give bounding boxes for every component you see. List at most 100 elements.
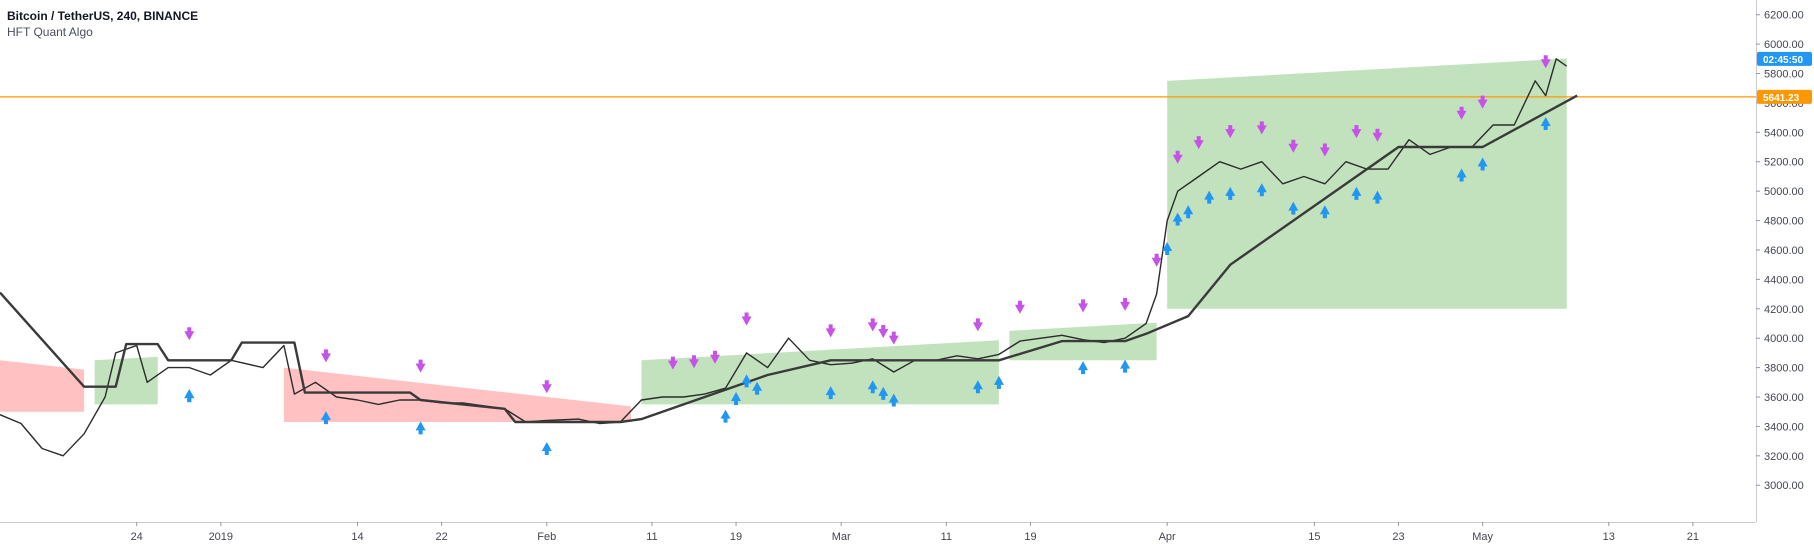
cloud-bear-segment: [283, 367, 631, 423]
sell-signal-marker: [888, 331, 899, 345]
buy-signal-marker: [825, 386, 836, 400]
buy-signal-marker: [1477, 157, 1488, 171]
buy-signal-marker: [1351, 186, 1362, 200]
countdown-tag-label: 02:45:50: [1763, 55, 1803, 66]
buy-signal-marker: [741, 374, 752, 388]
sell-signal-marker: [878, 325, 889, 339]
buy-signal-marker: [752, 381, 763, 395]
buy-signal-marker: [1256, 183, 1267, 197]
buy-signal-marker: [1120, 359, 1131, 373]
cloud-bull-segment: [94, 356, 158, 405]
y-tick-label: 6200.00: [1764, 10, 1804, 22]
buy-signal-marker: [1204, 190, 1215, 204]
x-tick-label: 23: [1392, 531, 1404, 543]
sell-signal-marker: [320, 349, 331, 363]
sell-signal-marker: [1456, 106, 1467, 120]
price-line: [0, 58, 1568, 457]
x-tick-label: 22: [436, 531, 448, 543]
y-tick-label: 3400.00: [1764, 421, 1804, 433]
x-tick-label: 24: [131, 531, 143, 543]
x-tick-label: 21: [1687, 531, 1699, 543]
buy-signal-marker: [1225, 186, 1236, 200]
sell-signal-marker: [1319, 143, 1330, 157]
x-tick-label: May: [1472, 531, 1493, 543]
x-tick-label: Mar: [832, 531, 851, 543]
buy-signal-marker: [1288, 201, 1299, 215]
level-tag: [1757, 89, 1812, 104]
buy-signal-marker: [993, 375, 1004, 389]
sell-signal-marker: [1288, 139, 1299, 153]
y-tick-label: 4600.00: [1764, 245, 1804, 257]
sell-signal-marker: [184, 327, 195, 341]
y-tick-label: 5200.00: [1764, 157, 1804, 169]
sell-signal-marker: [825, 324, 836, 338]
sell-signal-marker: [1477, 95, 1488, 109]
y-tick-label: 4400.00: [1764, 274, 1804, 286]
sell-signal-marker: [972, 318, 983, 332]
sell-signal-marker: [710, 350, 721, 364]
sell-signal-marker: [1172, 150, 1183, 164]
buy-signal-marker: [1162, 242, 1173, 256]
x-tick-label: 19: [1024, 531, 1036, 543]
x-tick-label: 13: [1603, 531, 1615, 543]
sell-signal-marker: [1193, 136, 1204, 150]
buy-signal-marker: [867, 380, 878, 394]
sell-signal-marker: [1351, 125, 1362, 139]
buy-signal-marker: [1456, 168, 1467, 182]
x-tick-label: 14: [351, 531, 363, 543]
sell-signal-marker: [1372, 128, 1383, 142]
buy-signal-marker: [878, 386, 889, 400]
sell-signal-marker: [1225, 125, 1236, 139]
sell-signal-marker: [688, 355, 699, 369]
buy-signal-marker: [972, 380, 983, 394]
buy-signal-marker: [1078, 361, 1089, 375]
buy-signal-marker: [1540, 117, 1551, 131]
buy-signal-marker: [184, 389, 195, 403]
buy-signal-marker: [1372, 190, 1383, 204]
buy-signal-marker: [541, 442, 552, 456]
countdown-tag: [1757, 51, 1812, 66]
x-tick-label: 19: [730, 531, 742, 543]
x-tick-label: Feb: [537, 531, 556, 543]
sell-signal-marker: [667, 356, 678, 370]
sell-signal-marker: [1256, 121, 1267, 135]
chart-header: Bitcoin / TetherUS, 240, BINANCE HFT Qua…: [7, 9, 198, 40]
indicator-label[interactable]: HFT Quant Algo: [7, 25, 93, 39]
y-tick-label: 4000.00: [1764, 333, 1804, 345]
x-tick-label: 15: [1308, 531, 1320, 543]
buy-signal-marker: [720, 409, 731, 423]
y-tick-label: 6000.00: [1764, 39, 1804, 51]
y-tick-label: 4800.00: [1764, 216, 1804, 228]
level-tag-label: 5641.23: [1763, 93, 1800, 104]
x-tick-label: Apr: [1159, 531, 1176, 543]
sell-signal-marker: [1151, 253, 1162, 267]
sell-signal-marker: [1120, 297, 1131, 311]
y-tick-label: 5800.00: [1764, 69, 1804, 81]
buy-signal-marker: [1172, 212, 1183, 226]
y-tick-label: 3200.00: [1764, 451, 1804, 463]
buy-signal-marker: [1319, 205, 1330, 219]
y-tick-label: 3800.00: [1764, 363, 1804, 375]
symbol-title[interactable]: Bitcoin / TetherUS, 240, BINANCE: [7, 9, 199, 23]
sell-signal-marker: [541, 380, 552, 394]
cloud-bear-segment: [0, 360, 85, 412]
buy-signal-marker: [731, 392, 742, 406]
y-tick-label: 5000.00: [1764, 186, 1804, 198]
sell-signal-marker: [1014, 300, 1025, 314]
buy-signal-marker: [888, 393, 899, 407]
cloud-bull-segment: [1167, 58, 1567, 309]
sell-signal-marker: [867, 318, 878, 332]
y-tick-label: 4200.00: [1764, 304, 1804, 316]
y-tick-label: 3600.00: [1764, 392, 1804, 404]
sell-signal-marker: [1078, 299, 1089, 313]
buy-signal-marker: [415, 421, 426, 435]
y-tick-label: 5400.00: [1764, 127, 1804, 139]
sell-signal-marker: [741, 312, 752, 326]
trend-line: [0, 94, 1578, 424]
sell-signal-marker: [1540, 55, 1551, 69]
buy-signal-marker: [320, 411, 331, 425]
sell-signal-marker: [415, 359, 426, 373]
x-tick-label: 11: [646, 531, 657, 543]
y-tick-label: 3000.00: [1764, 480, 1804, 492]
